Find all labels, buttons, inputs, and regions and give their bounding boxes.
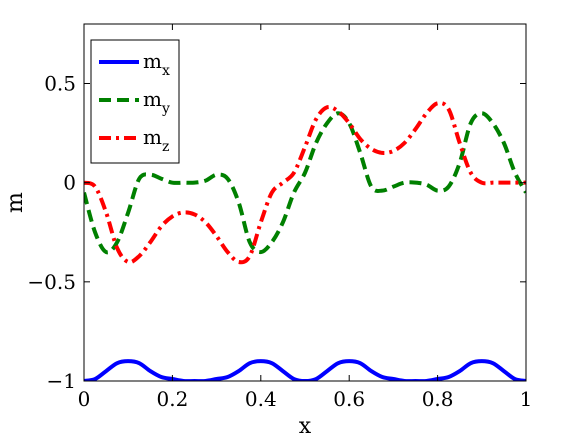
x-tick-label: 1 xyxy=(520,387,533,411)
series-line-mz xyxy=(84,101,526,265)
y-tick-label: 0.5 xyxy=(44,72,76,96)
ticks-layer: 0 0.2 0.4 0.6 0.8 1 −1 −0.5 0 0.5 xyxy=(27,24,532,411)
plot-frame xyxy=(83,23,527,382)
x-tick-label: 0.2 xyxy=(156,387,188,411)
x-axis-title: x xyxy=(299,414,312,439)
series-layer xyxy=(84,101,526,381)
x-tick-label: 0.8 xyxy=(422,387,454,411)
y-tick-label: 0 xyxy=(63,171,76,195)
series-line-my xyxy=(84,111,526,255)
y-tick-label: −1 xyxy=(47,369,76,393)
x-tick-label: 0.4 xyxy=(245,387,277,411)
y-tick-label: −0.5 xyxy=(27,270,76,294)
series-line-mx xyxy=(84,359,526,381)
x-tick-label: 0 xyxy=(78,387,91,411)
y-axis-title: m xyxy=(3,192,28,213)
x-tick-label: 0.6 xyxy=(333,387,365,411)
